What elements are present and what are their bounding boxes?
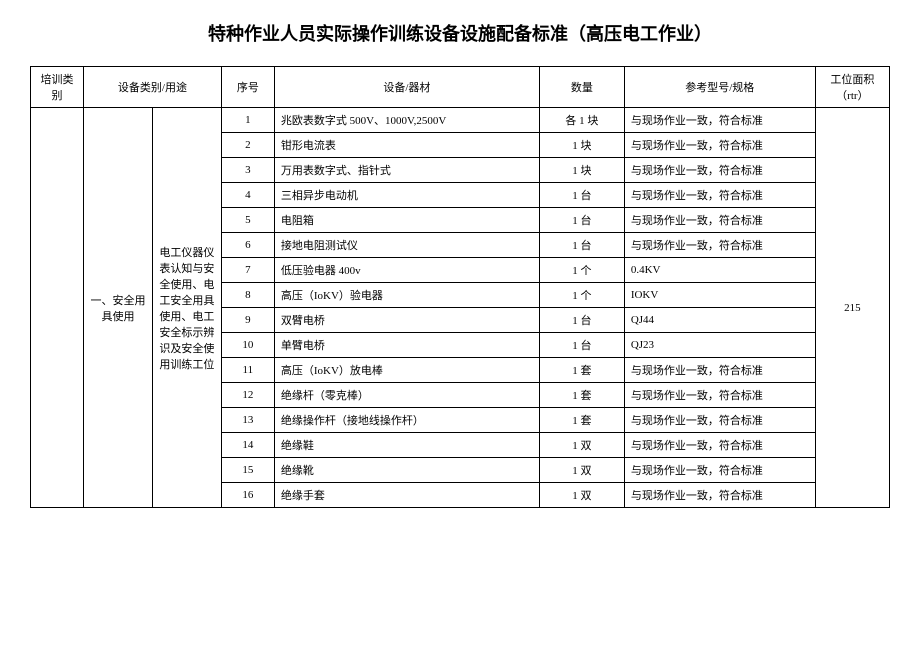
- cell-spec: 与现场作业一致，符合标准: [624, 208, 815, 233]
- cell-seq: 10: [221, 333, 274, 358]
- header-quantity: 数量: [539, 67, 624, 108]
- cell-area: 215: [815, 108, 889, 508]
- cell-equipment: 三相异步电动机: [274, 183, 539, 208]
- cell-equipment: 高压（IoKV）放电棒: [274, 358, 539, 383]
- cell-subcategory: 一、安全用具使用: [84, 108, 153, 508]
- cell-quantity: 1 台: [539, 333, 624, 358]
- cell-quantity: 1 双: [539, 483, 624, 508]
- cell-seq: 7: [221, 258, 274, 283]
- cell-seq: 9: [221, 308, 274, 333]
- cell-quantity: 1 台: [539, 308, 624, 333]
- cell-spec: 与现场作业一致，符合标准: [624, 433, 815, 458]
- cell-equipment: 兆欧表数字式 500V、1000V,2500V: [274, 108, 539, 133]
- cell-seq: 2: [221, 133, 274, 158]
- cell-spec: QJ44: [624, 308, 815, 333]
- cell-equipment: 绝缘鞋: [274, 433, 539, 458]
- cell-quantity: 1 台: [539, 233, 624, 258]
- cell-equipment: 绝缘手套: [274, 483, 539, 508]
- cell-seq: 1: [221, 108, 274, 133]
- table-body: 一、安全用具使用电工仪器仪表认知与安全使用、电工安全用具使用、电工安全标示辨识及…: [31, 108, 890, 508]
- cell-quantity: 1 双: [539, 458, 624, 483]
- cell-spec: 与现场作业一致，符合标准: [624, 233, 815, 258]
- header-equip-type: 设备类别/用途: [84, 67, 222, 108]
- cell-spec: 与现场作业一致，符合标准: [624, 158, 815, 183]
- cell-equipment: 接地电阻测试仪: [274, 233, 539, 258]
- equipment-table: 培训类别 设备类别/用途 序号 设备/器材 数量 参考型号/规格 工位面积（rt…: [30, 66, 890, 508]
- header-equipment: 设备/器材: [274, 67, 539, 108]
- cell-seq: 14: [221, 433, 274, 458]
- cell-spec: 与现场作业一致，符合标准: [624, 183, 815, 208]
- cell-spec: 0.4KV: [624, 258, 815, 283]
- cell-seq: 8: [221, 283, 274, 308]
- cell-seq: 3: [221, 158, 274, 183]
- cell-equipment: 绝缘杆（零克棒）: [274, 383, 539, 408]
- cell-use-desc: 电工仪器仪表认知与安全使用、电工安全用具使用、电工安全标示辨识及安全使用训练工位: [152, 108, 221, 508]
- cell-spec: 与现场作业一致，符合标准: [624, 108, 815, 133]
- cell-spec: 与现场作业一致，符合标准: [624, 458, 815, 483]
- cell-spec: 与现场作业一致，符合标准: [624, 358, 815, 383]
- cell-equipment: 高压（IoKV）验电器: [274, 283, 539, 308]
- cell-quantity: 1 台: [539, 208, 624, 233]
- cell-spec: 与现场作业一致，符合标准: [624, 408, 815, 433]
- table-header-row: 培训类别 设备类别/用途 序号 设备/器材 数量 参考型号/规格 工位面积（rt…: [31, 67, 890, 108]
- cell-seq: 11: [221, 358, 274, 383]
- cell-seq: 13: [221, 408, 274, 433]
- cell-quantity: 1 套: [539, 383, 624, 408]
- cell-quantity: 1 个: [539, 283, 624, 308]
- cell-spec: 与现场作业一致，符合标准: [624, 383, 815, 408]
- cell-equipment: 单臂电桥: [274, 333, 539, 358]
- cell-spec: 与现场作业一致，符合标准: [624, 483, 815, 508]
- cell-spec: IOKV: [624, 283, 815, 308]
- cell-quantity: 1 套: [539, 358, 624, 383]
- cell-quantity: 1 台: [539, 183, 624, 208]
- cell-category: [31, 108, 84, 508]
- cell-equipment: 绝缘靴: [274, 458, 539, 483]
- cell-seq: 15: [221, 458, 274, 483]
- cell-spec: QJ23: [624, 333, 815, 358]
- cell-quantity: 1 块: [539, 158, 624, 183]
- cell-equipment: 低压验电器 400v: [274, 258, 539, 283]
- cell-quantity: 1 个: [539, 258, 624, 283]
- header-area: 工位面积（rtr）: [815, 67, 889, 108]
- header-spec: 参考型号/规格: [624, 67, 815, 108]
- cell-equipment: 万用表数字式、指针式: [274, 158, 539, 183]
- header-category: 培训类别: [31, 67, 84, 108]
- page-title: 特种作业人员实际操作训练设备设施配备标准（高压电工作业）: [30, 20, 890, 46]
- cell-quantity: 各 1 块: [539, 108, 624, 133]
- cell-quantity: 1 块: [539, 133, 624, 158]
- cell-equipment: 绝缘操作杆（接地线操作杆）: [274, 408, 539, 433]
- cell-equipment: 双臂电桥: [274, 308, 539, 333]
- cell-equipment: 电阻箱: [274, 208, 539, 233]
- cell-seq: 12: [221, 383, 274, 408]
- cell-spec: 与现场作业一致，符合标准: [624, 133, 815, 158]
- cell-quantity: 1 套: [539, 408, 624, 433]
- cell-quantity: 1 双: [539, 433, 624, 458]
- header-seq: 序号: [221, 67, 274, 108]
- cell-seq: 4: [221, 183, 274, 208]
- cell-seq: 6: [221, 233, 274, 258]
- cell-seq: 5: [221, 208, 274, 233]
- table-row: 一、安全用具使用电工仪器仪表认知与安全使用、电工安全用具使用、电工安全标示辨识及…: [31, 108, 890, 133]
- cell-equipment: 钳形电流表: [274, 133, 539, 158]
- cell-seq: 16: [221, 483, 274, 508]
